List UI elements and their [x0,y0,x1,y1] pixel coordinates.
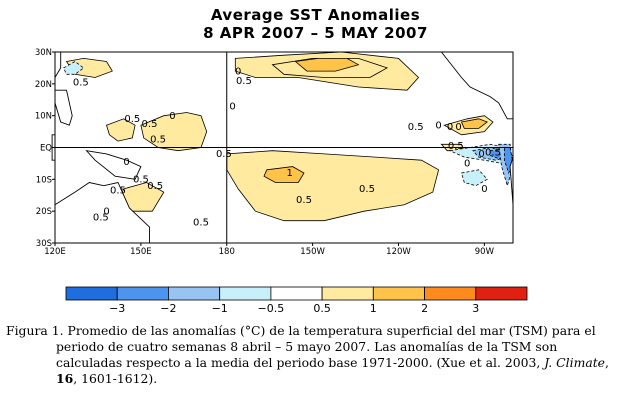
colorbar: −3 −2 −1 −0.5 0.5 1 2 3 [65,286,528,315]
y-tick-label-3: EQ [40,144,52,154]
anomaly-region-2 [294,58,360,72]
colorbar-swatch-2 [167,286,220,301]
contour-label-24: 0.5 [93,213,109,224]
y-tick-label-1: 20N [35,80,52,90]
contour-label-13: 0 [478,149,484,160]
colorbar-swatch-6 [372,286,425,301]
anomaly-region-19 [460,169,488,187]
y-tick-label-2: 10N [35,112,52,122]
contour-label-14: 0.5 [485,148,501,159]
anomaly-region-13 [63,61,85,75]
contour-label-18: 0.5 [133,175,149,186]
anomaly-region-5 [106,118,136,142]
caption-line-1: Figura 1. Promedio de las anomalías (°C)… [6,323,596,338]
contour-label-15: 0 [464,159,470,170]
contour-label-21: 0.5 [359,184,375,195]
colorbar-swatch-8 [475,286,528,301]
caption-comma: , [605,355,609,370]
colorbar-swatch-1 [116,286,169,301]
colorbar-label-0: −3 [109,302,125,315]
colorbar-swatch-4 [270,286,323,301]
x-tick-label-1: 150E [130,247,152,257]
contour-label-26: 0 [123,157,129,168]
contour-label-16: 0.5 [216,149,232,160]
anomaly-region-11 [460,118,489,129]
anomaly-region-4 [140,112,208,152]
caption-line-3-text: calculadas respecto a la media del perio… [56,355,545,370]
x-tick-label-4: 120W [386,247,411,257]
x-tick-label-0: 120E [44,247,66,257]
caption-line-4: 16, 1601-1612). [6,371,626,387]
colorbar-label-1: −2 [160,302,176,315]
colorbar-swatch-5 [321,286,374,301]
contour-label-22: 0.5 [296,195,312,206]
contour-label-0: 0.5 [73,77,89,88]
colorbar-label-7: 3 [472,302,479,315]
contour-label-7: 0 [229,101,235,112]
land-new-guinea [85,150,142,180]
contour-label-1: 0.5 [124,114,140,125]
contour-label-9: 0 [435,120,441,131]
y-tick-label-5: 20S [36,207,52,217]
y-tick-label-0: 30N [35,48,52,58]
x-tick-label-5: 90W [475,247,495,257]
chart-title: Average SST Anomalies [210,6,421,24]
contour-label-4: 0 [169,111,175,122]
contour-label-3: 0.5 [150,135,166,146]
caption-line-3: calculadas respecto a la media del perio… [6,355,626,371]
x-tick-label-2: 180 [219,247,235,257]
y-tick-label-6: 30S [36,239,52,249]
contour-label-19: 0.5 [110,186,126,197]
anomaly-region-7 [263,166,305,183]
chart-subtitle: 8 APR 2007 – 5 MAY 2007 [203,24,428,42]
x-tick-label-3: 150W [300,247,325,257]
caption-line-2: periodo de cuatro semanas 8 abril – 5 ma… [56,339,558,354]
figure-caption: Figura 1. Promedio de las anomalías (°C)… [6,323,626,387]
colorbar-label-5: 1 [370,302,377,315]
y-tick-label-4: 10S [36,175,52,185]
contour-label-6: 0.5 [236,76,252,87]
contour-label-5: 0 [235,66,241,77]
colorbar-label-3: −0.5 [258,302,285,315]
contour-label-20: 1 [287,168,293,179]
contour-label-8: 0.5 [408,122,424,133]
contour-label-23: 0.5 [193,218,209,229]
colorbar-swatch-7 [424,286,477,301]
contour-label-25: 0 [103,206,109,217]
caption-journal: J. Climate [544,355,606,370]
colorbar-label-4: 0.5 [313,302,331,315]
colorbar-label-2: −1 [212,302,228,315]
contour-label-11: 0 [455,122,461,133]
contour-label-10: 0 [447,122,453,133]
colorbar-swatch-0 [65,286,118,301]
contour-label-27: 0 [481,184,487,195]
caption-volume: 16 [56,371,74,386]
colorbar-label-6: 2 [421,302,428,315]
colorbar-swatch-3 [219,286,272,301]
caption-pages: , 1601-1612). [73,371,158,386]
contour-label-2: 0.5 [142,119,158,130]
contour-label-17: 0.5 [147,181,163,192]
contour-label-12: 0.5 [448,141,464,152]
